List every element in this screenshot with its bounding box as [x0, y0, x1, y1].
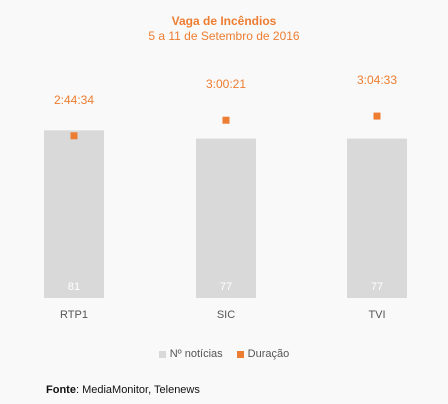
source-note: Fonte: MediaMonitor, Telenews	[46, 384, 200, 396]
duration-marker-rtp1	[70, 132, 78, 140]
legend-swatch-duracao	[236, 350, 244, 358]
duration-marker-tvi	[373, 112, 381, 120]
duration-label-rtp1: 2:44:34	[54, 93, 94, 107]
bar-tvi	[347, 138, 407, 298]
chart-legend: Nº notícias Duração	[0, 348, 448, 360]
chart-title: Vaga de Incêndios	[171, 14, 277, 28]
bar-value-rtp1: 81	[68, 281, 80, 293]
chart-title-block: Vaga de Incêndios 5 a 11 de Setembro de …	[0, 14, 448, 44]
legend-swatch-noticias	[158, 350, 166, 358]
category-label-rtp1: RTP1	[60, 309, 88, 321]
category-label-tvi: TVI	[368, 309, 385, 321]
legend-item-noticias: Nº notícias	[158, 348, 223, 360]
bar-sic	[196, 138, 256, 298]
bar-chart: 81 2:44:34 RTP1 77 3:00:21 SIC 77 3:04:33 TVI	[44, 73, 407, 321]
bar-value-sic: 77	[220, 281, 232, 293]
source-text: : MediaMonitor, Telenews	[75, 384, 200, 396]
chart-subtitle: 5 a 11 de Setembro de 2016	[148, 29, 300, 43]
bar-rtp1	[44, 130, 104, 298]
bar-value-tvi: 77	[371, 281, 383, 293]
duration-label-tvi: 3:04:33	[357, 73, 397, 87]
legend-item-duracao: Duração	[236, 348, 290, 360]
duration-label-sic: 3:00:21	[206, 77, 246, 91]
source-label: Fonte	[46, 384, 76, 396]
legend-label-duracao: Duração	[247, 348, 290, 360]
legend-label-noticias: Nº notícias	[169, 348, 223, 360]
duration-marker-sic	[222, 116, 230, 124]
category-label-sic: SIC	[217, 309, 235, 321]
